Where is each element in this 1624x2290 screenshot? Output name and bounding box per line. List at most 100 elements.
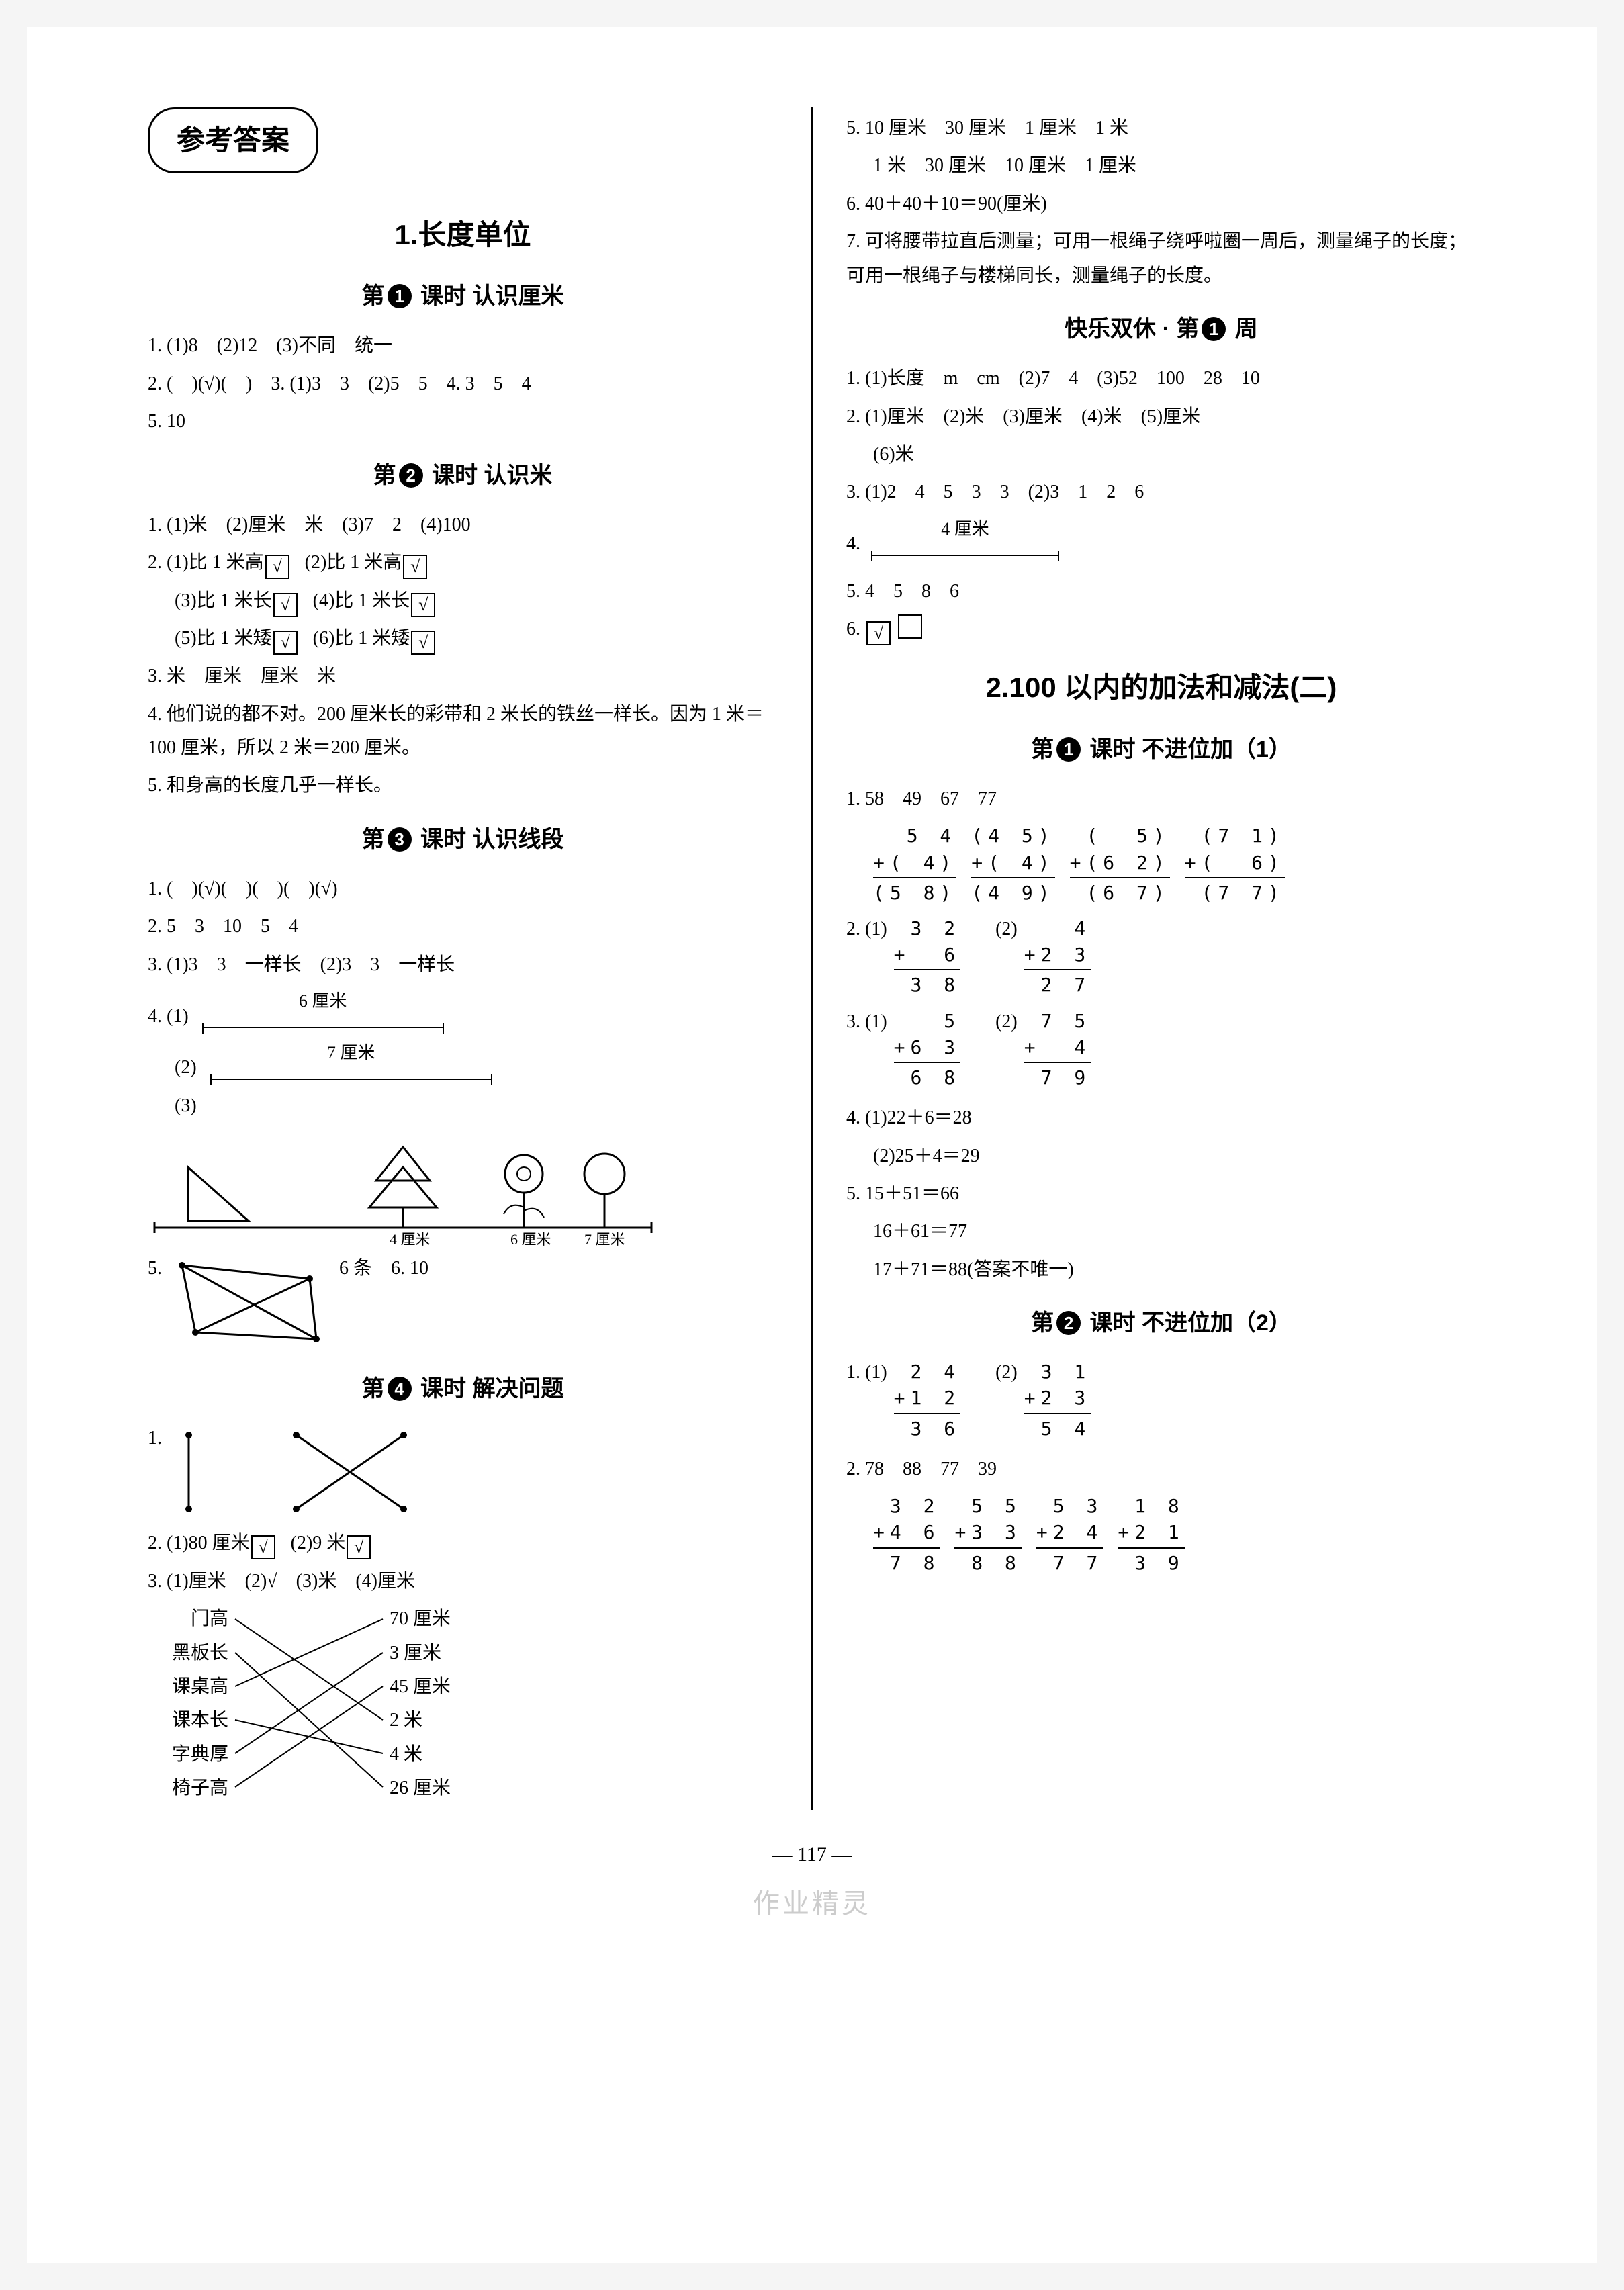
lesson-pre: 第 [362, 827, 385, 852]
text: (2)比 1 米高 [305, 552, 402, 573]
text: 2. (1)80 厘米 [148, 1532, 250, 1553]
answer-line: 1. 58 49 67 77 [846, 782, 1476, 816]
answer-line: (3)比 1 米长√ (4)比 1 米长√ [148, 584, 778, 618]
answer-line: (2)25＋4＝29 [846, 1140, 1476, 1173]
answer-line: 5. 15＋51＝66 [846, 1177, 1476, 1211]
lesson-4-title: 第4 课时 解决问题 [148, 1369, 778, 1410]
match-item: 椅子高 [148, 1772, 228, 1805]
segment-row: 4. (1) 6 厘米 [148, 986, 778, 1034]
vertical-addition: 5+6 3 6 8 [894, 1008, 960, 1091]
page: 参考答案 1.长度单位 第1 课时 认识厘米 1. (1)8 (2)12 (3)… [27, 27, 1597, 2263]
match-item: 26 厘米 [390, 1772, 484, 1805]
answer-line: 4. (1)22＋6＝28 [846, 1101, 1476, 1135]
lesson-1-title: 第1 课时 认识厘米 [148, 276, 778, 317]
line-segment [202, 1027, 444, 1028]
segment-row: (2) 7 厘米 [148, 1038, 778, 1085]
text: (5)比 1 米矮 [175, 628, 272, 649]
lesson-pre: 第 [362, 283, 385, 309]
match-item: 课本长 [148, 1704, 228, 1737]
title-post: 周 [1228, 316, 1257, 342]
vertical-addition: (7 1)+( 6)(7 7) [1185, 823, 1285, 906]
answer-line: 1. (1)米 (2)厘米 米 (3)7 2 (4)100 [148, 508, 778, 542]
line-segment [210, 1079, 492, 1080]
u2-lesson-2-title: 第2 课时 不进位加（2） [846, 1303, 1476, 1344]
match-item: 4 米 [390, 1738, 484, 1772]
page-number: — 117 — [148, 1837, 1476, 1873]
label: (3) [148, 1089, 778, 1123]
figure-quadrilateral [169, 1252, 330, 1353]
lesson-3-title: 第3 课时 认识线段 [148, 819, 778, 860]
answer-line: 2. (1)比 1 米高√ (2)比 1 米高√ [148, 546, 778, 580]
figure-shapes: 4 厘米 6 厘米 7 厘米 [148, 1127, 658, 1248]
label: (2) [995, 913, 1018, 946]
vertical-addition: 5 4+( 4)(5 8) [873, 823, 956, 906]
answer-line: 3. 米 厘米 厘米 米 [148, 659, 778, 693]
text: 6 条 6. 10 [339, 1252, 428, 1285]
lesson-pre: 第 [1031, 737, 1054, 762]
check-icon: √ [411, 631, 435, 655]
match-left-col: 门高 黑板长 课桌高 课本长 字典厚 椅子高 [148, 1602, 228, 1805]
label: 4. (1) [148, 1000, 189, 1034]
label: 6. [846, 619, 860, 639]
watermark: 作业精灵 [148, 1880, 1476, 1928]
match-item: 黑板长 [148, 1637, 228, 1670]
check-icon: √ [273, 593, 298, 617]
lesson-pre: 第 [373, 463, 396, 488]
match-item: 45 厘米 [390, 1670, 484, 1704]
answer-line: 2. 78 88 77 39 [846, 1453, 1476, 1486]
label: (2) [995, 1005, 1018, 1039]
answer-line: 7. 可将腰带拉直后测量；可用一根绳子绕呼啦圈一周后，测量绳子的长度；可用一根绳… [846, 225, 1476, 293]
answer-line: 3. (1)厘米 (2)√ (3)米 (4)厘米 [148, 1565, 778, 1598]
week-title: 快乐双休 · 第1 周 [846, 309, 1476, 350]
label: 1. (1) [846, 1356, 887, 1389]
answer-line: 16＋61＝77 [846, 1215, 1476, 1248]
lesson-2-title: 第2 课时 认识米 [148, 455, 778, 496]
vertical-addition: 5 5+3 3 8 8 [954, 1493, 1021, 1576]
vertical-addition: 5 3+2 4 7 7 [1036, 1493, 1103, 1576]
u2-lesson-1-title: 第1 课时 不进位加（1） [846, 729, 1476, 770]
matching-diagram: 门高 黑板长 课桌高 课本长 字典厚 椅子高 70 厘米 [148, 1602, 778, 1805]
answer-line: 5. 和身高的长度几乎一样长。 [148, 769, 778, 803]
svg-text:6 厘米: 6 厘米 [510, 1231, 551, 1248]
label: (2) [175, 1051, 197, 1085]
answer-line: 2. (1)80 厘米√ (2)9 米√ [148, 1526, 778, 1560]
match-lines [228, 1602, 390, 1804]
column-divider [811, 107, 813, 1810]
svg-text:4 厘米: 4 厘米 [390, 1231, 431, 1248]
check-icon: √ [411, 593, 435, 617]
answer-line: 3. (1)2 4 5 3 3 (2)3 1 2 6 [846, 475, 1476, 509]
vertical-math-row: 3 2+4 6 7 8 5 5+3 3 8 8 5 3+2 4 7 7 1 8+… [846, 1490, 1476, 1583]
answer-line: 4. 他们说的都不对。200 厘米长的彩带和 2 米长的铁丝一样长。因为 1 米… [148, 698, 778, 766]
lesson-post: 课时 解决问题 [414, 1376, 564, 1402]
match-item: 课桌高 [148, 1670, 228, 1704]
match-item: 2 米 [390, 1704, 484, 1737]
left-column: 参考答案 1.长度单位 第1 课时 认识厘米 1. (1)8 (2)12 (3)… [148, 107, 778, 1810]
answer-line: 1. (1)8 (2)12 (3)不同 统一 [148, 329, 778, 363]
vertical-addition: 4+2 3 2 7 [1024, 915, 1091, 999]
answer-key-badge: 参考答案 [148, 107, 318, 173]
check-icon: √ [251, 1535, 275, 1559]
answer-line: (5)比 1 米矮√ (6)比 1 米矮√ [148, 622, 778, 655]
check-icon: √ [265, 555, 289, 579]
unit-1-title: 1.长度单位 [148, 210, 778, 261]
match-item: 70 厘米 [390, 1602, 484, 1636]
check-icon: √ [273, 631, 298, 655]
label: 2. (1) [846, 913, 887, 946]
lesson-num-icon: 1 [388, 284, 412, 308]
lesson-pre: 第 [1031, 1310, 1054, 1336]
answer-line: 3. (1)3 3 一样长 (2)3 3 一样长 [148, 948, 778, 982]
line-segment [871, 555, 1059, 556]
match-item: 3 厘米 [390, 1637, 484, 1670]
lesson-num-icon: 2 [1056, 1311, 1081, 1335]
text: (3)比 1 米长 [175, 590, 272, 611]
unit-2-title: 2.100 以内的加法和减法(二) [846, 662, 1476, 713]
text: (6)比 1 米矮 [313, 628, 410, 649]
vertical-addition: 3 2+ 6 3 8 [894, 915, 960, 999]
check-icon: √ [347, 1535, 371, 1559]
match-right-col: 70 厘米 3 厘米 45 厘米 2 米 4 米 26 厘米 [390, 1602, 484, 1805]
answer-line: 6. 40＋40＋10＝90(厘米) [846, 187, 1476, 221]
match-item: 门高 [148, 1602, 228, 1636]
label: (2) [995, 1356, 1018, 1389]
text: (4)比 1 米长 [313, 590, 410, 611]
segment-row: 4. 4 厘米 [846, 514, 1476, 561]
